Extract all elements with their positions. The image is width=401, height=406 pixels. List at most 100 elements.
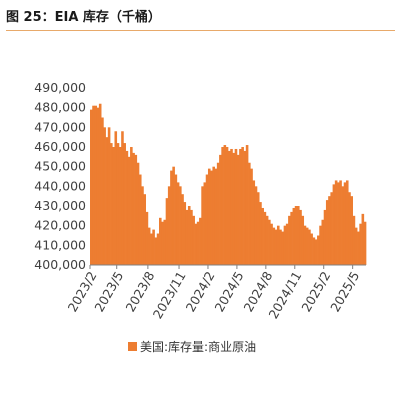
title-divider [6,30,395,31]
area-bar [263,211,267,265]
area-bar [230,148,233,265]
area-bar [94,105,98,265]
area-bar [288,215,291,265]
y-tick-label: 470,000 [34,119,86,134]
area-bar [141,186,144,265]
area-bar [285,223,289,265]
area-bar [348,192,351,265]
area-bar [299,209,302,265]
y-tick-label: 460,000 [34,139,86,154]
area-bar [96,107,100,265]
area-bar [138,174,142,265]
area-bar [301,215,305,265]
area-bar [114,131,118,265]
area-bar [363,221,367,265]
area-bar [145,211,149,265]
area-bar [212,166,215,265]
area-bar [130,147,133,265]
area-bar [339,180,342,265]
area-bar [183,202,187,265]
area-bar [254,186,258,265]
area-bar [228,150,231,265]
area-bar [323,209,327,265]
area-bar [152,229,155,265]
area-bar [359,223,362,265]
area-bar [310,233,313,265]
area-bar [165,198,169,265]
area-bar [112,147,115,265]
area-bar [250,168,253,265]
area-bar [159,217,162,265]
area-bar [219,154,222,265]
y-tick-label: 440,000 [34,178,86,193]
y-tick-label: 430,000 [34,198,86,213]
plot-area [90,103,367,265]
y-tick-label: 420,000 [34,218,86,233]
area-bar [357,231,360,265]
area-bar [163,219,167,265]
y-axis-ticks: 400,000 410,000 420,000 430,000 440,000 450,0… [34,80,86,272]
area-bar [194,223,198,265]
legend-label: 美国:库存量:商业原油 [140,340,257,354]
area-bar [303,225,307,265]
area-bar [270,223,273,265]
area-bar [201,186,204,265]
area-bar [236,154,240,265]
y-tick-label: 410,000 [34,237,86,252]
area-bar [98,103,102,265]
area-bar [232,152,236,265]
area-bar [110,143,113,265]
area-bar [272,227,276,265]
area-bar [103,127,106,265]
area-bar [317,235,320,265]
area-bar [321,219,325,265]
area-bar [205,174,209,265]
area-bar [330,192,333,265]
area-bar [101,117,104,265]
area-bar [161,221,164,265]
area-bar [118,147,122,265]
area-bar [121,131,124,265]
legend-swatch [128,342,137,351]
legend: 美国:库存量:商业原油 [128,338,256,355]
x-axis-ticks: 2023/22023/52023/82023/112024/22024/5202… [65,265,362,321]
area-bar [245,145,249,265]
area-bar [292,207,296,265]
area-bar [125,150,129,265]
area-bar [107,127,111,265]
area-bar [337,182,340,265]
area-bar [252,180,256,265]
area-bar [361,213,365,265]
area-bar [328,196,331,265]
area-bar [312,237,316,265]
area-bar [123,143,126,265]
y-tick-label: 400,000 [34,257,86,272]
area-bar [297,206,300,265]
area-bar [352,215,356,265]
area-bar [214,168,218,265]
y-tick-label: 480,000 [34,100,86,115]
area-bar [154,237,158,265]
area-bar [181,194,184,265]
area-bar [216,162,220,265]
area-bar [248,162,251,265]
chart-title: 图 25：EIA 库存（千桶） [6,10,161,25]
area-bar [132,152,135,265]
area-bar [279,229,282,265]
area-bar [127,156,131,265]
area-bar [268,219,271,265]
area-bar [265,215,269,265]
area-bar [343,182,347,265]
area-bar [319,225,322,265]
area-bar [203,182,207,265]
area-bar [243,150,247,265]
area-bar [172,166,175,265]
y-tick-label: 450,000 [34,159,86,174]
area-bar [223,145,227,265]
area-bar [170,170,173,265]
area-bar [147,227,151,265]
area-bar [185,209,189,265]
area-bar [274,229,278,265]
area-bar [256,192,260,265]
